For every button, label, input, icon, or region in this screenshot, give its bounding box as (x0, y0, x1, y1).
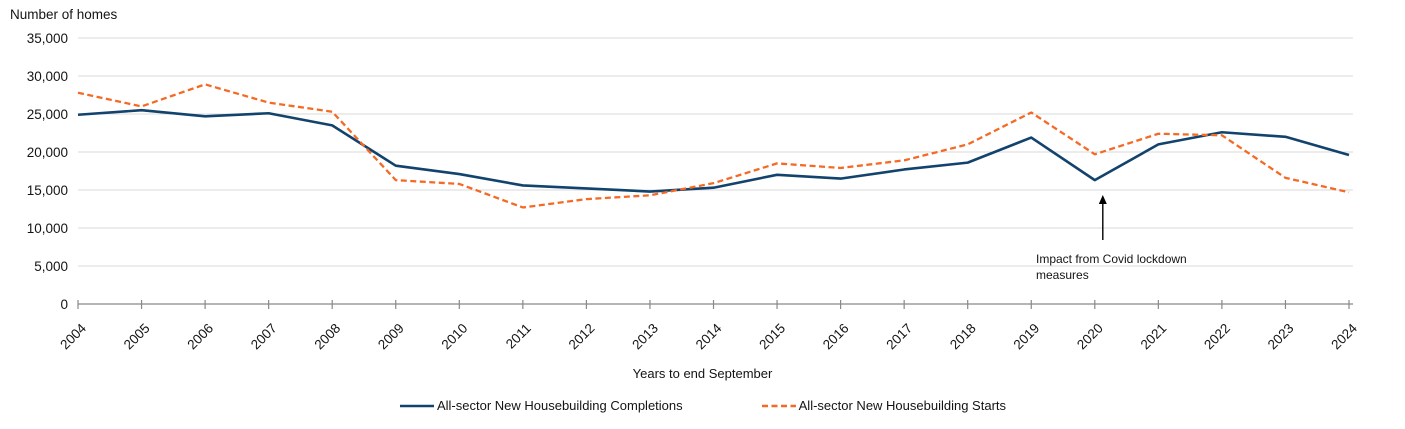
x-tick-label: 2013 (629, 321, 661, 353)
x-tick-label: 2008 (311, 321, 343, 353)
y-tick-label: 30,000 (27, 69, 68, 84)
covid-annotation-text: Impact from Covid lockdown measures (1036, 252, 1187, 282)
y-tick-label: 35,000 (27, 31, 68, 46)
annotation-arrow (1098, 195, 1107, 240)
gridlines (78, 37, 1353, 267)
x-tick-label: 2018 (947, 321, 979, 353)
x-tick-label: 2023 (1265, 321, 1297, 353)
y-tick-label: 15,000 (27, 183, 68, 198)
x-tick-label: 2011 (503, 321, 534, 352)
legend-label-completions: All-sector New Housebuilding Completions (436, 398, 683, 413)
x-tick-label: 2014 (693, 320, 725, 352)
completions-line (77, 108, 1350, 193)
plot-area: 0 5,000 10,000 15,000 20,000 25,000 30,000 35,0… (27, 31, 1361, 352)
x-tick-label: 2015 (756, 321, 788, 353)
y-tick-label: 5,000 (34, 259, 68, 274)
x-tick-label: 2005 (121, 321, 153, 353)
starts-line-swatch (761, 404, 796, 407)
legend-item-starts: All-sector New Housebuilding Starts (761, 398, 1006, 413)
completions-line-swatch (399, 404, 434, 407)
x-tick-label: 2010 (439, 321, 471, 353)
y-tick-label: 0 (60, 297, 68, 312)
x-tick-label: 2009 (375, 321, 407, 353)
x-tick-label: 2022 (1201, 321, 1233, 353)
legend: All-sector New Housebuilding Completions… (0, 398, 1405, 413)
x-tick-label: 2016 (820, 321, 852, 353)
x-tick-label: 2012 (566, 321, 598, 353)
x-axis (77, 300, 1353, 309)
x-tick-label: 2019 (1011, 321, 1043, 353)
y-tick-label: 20,000 (27, 145, 68, 160)
chart-title: Number of homes (10, 7, 118, 22)
x-axis-title: Years to end September (632, 366, 773, 381)
y-axis-labels: 0 5,000 10,000 15,000 20,000 25,000 30,000 35,0… (27, 31, 68, 312)
x-tick-label: 2017 (883, 321, 915, 353)
legend-label-starts: All-sector New Housebuilding Starts (798, 398, 1007, 413)
x-tick-label: 2006 (184, 321, 216, 353)
x-tick-label: 2007 (248, 321, 280, 353)
legend-item-completions: All-sector New Housebuilding Completions (399, 398, 683, 413)
x-tick-label: 2021 (1138, 321, 1170, 353)
x-tick-label: 2004 (57, 320, 89, 352)
y-tick-label: 10,000 (27, 221, 68, 236)
starts-line (77, 83, 1350, 209)
x-tick-label: 2024 (1328, 320, 1360, 352)
x-tick-label: 2020 (1074, 321, 1106, 353)
x-axis-labels: 2004 2005 2006 2007 2008 2009 2010 2011 2012 2013… (57, 320, 1360, 352)
y-tick-label: 25,000 (27, 107, 68, 122)
